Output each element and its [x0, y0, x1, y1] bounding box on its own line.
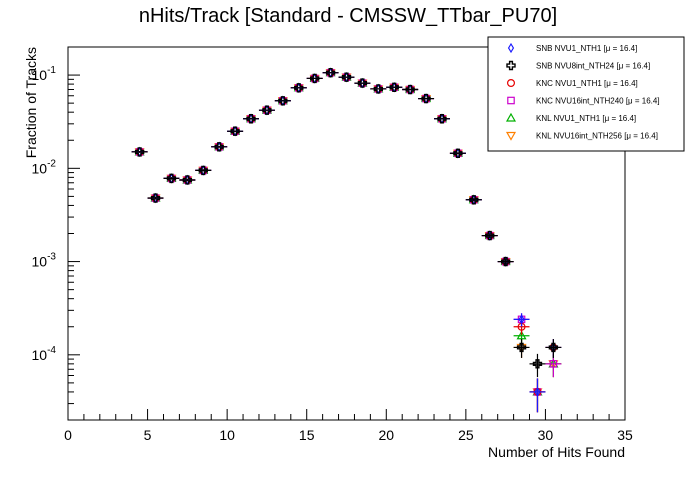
y-tick-exponent: -4 — [47, 345, 56, 356]
y-axis-title: Fraction of Tracks — [23, 47, 39, 158]
chart-title: nHits/Track [Standard - CMSSW_TTbar_PU70… — [139, 5, 557, 27]
marker-cross — [405, 84, 415, 95]
marker-cross — [389, 82, 399, 92]
y-tick-label: 10-3 — [32, 252, 57, 270]
x-tick-label: 5 — [144, 427, 152, 443]
marker-square — [549, 360, 558, 368]
legend-label: KNL NVU1_NTH1 [μ = 16.4] — [536, 114, 636, 123]
marker-diamond — [518, 314, 525, 325]
marker-cross — [278, 96, 288, 106]
marker-triangle-up — [516, 330, 527, 340]
marker-triangle-up — [505, 112, 517, 122]
marker-cross — [182, 175, 193, 185]
legend-label: KNL NVU16int_NTH256 [μ = 16.4] — [536, 132, 658, 141]
marker-cross — [532, 359, 543, 369]
marker-cross — [516, 342, 527, 353]
marker-cross — [357, 78, 368, 88]
legend: SNB NVU1_NTH1 [μ = 16.4] SNB NVU8int_NTH2… — [487, 36, 685, 152]
legend-items: SNB NVU1_NTH1 [μ = 16.4] SNB NVU8int_NTH2… — [505, 42, 660, 141]
y-tick-exponent: -3 — [47, 252, 56, 263]
legend-label: SNB NVU8int_NTH24 [μ = 16.4] — [536, 62, 650, 71]
marker-cross — [150, 193, 161, 203]
marker-cross — [214, 142, 224, 152]
y-tick-exponent: -1 — [47, 65, 56, 76]
legend-label: KNC NVU16int_NTH240 [μ = 16.4] — [536, 97, 660, 106]
marker-cross — [506, 60, 516, 71]
marker-cross — [198, 165, 208, 176]
marker-cross — [548, 342, 559, 353]
marker-cross — [166, 173, 177, 184]
x-tick-label: 30 — [538, 427, 554, 443]
series-1 — [131, 68, 562, 378]
marker-cross — [500, 256, 511, 267]
data-marks — [131, 67, 562, 413]
marker-cross — [309, 73, 320, 84]
marker-circle — [507, 78, 516, 87]
marker-cross — [421, 93, 431, 104]
marker-cross — [437, 114, 447, 124]
x-tick-label: 25 — [458, 427, 474, 443]
marker-diamond — [534, 386, 541, 398]
x-tick-label: 20 — [378, 427, 394, 443]
x-tick-label: 10 — [219, 427, 235, 443]
legend-label: KNC NVU1_NTH1 [μ = 16.4] — [536, 79, 638, 88]
marker-cross — [325, 68, 336, 78]
marker-triangle-down — [505, 131, 517, 141]
marker-cross — [230, 126, 240, 136]
x-tick-label: 15 — [299, 427, 315, 443]
marker-cross — [469, 195, 479, 205]
x-tick-label: 0 — [64, 427, 72, 443]
marker-cross — [453, 148, 463, 158]
marker-cross — [485, 230, 495, 241]
marker-cross — [246, 114, 256, 124]
legend-label: SNB NVU1_NTH1 [μ = 16.4] — [536, 44, 637, 53]
y-tick-label: 10-4 — [32, 345, 57, 363]
y-tick-label: 10-2 — [32, 158, 57, 176]
legend-box — [487, 36, 685, 152]
y-tick-exponent: -2 — [47, 158, 56, 169]
marker-cross — [341, 72, 352, 82]
marker-cross — [262, 105, 272, 115]
x-tick-label: 35 — [617, 427, 633, 443]
marker-cross — [294, 83, 304, 93]
marker-cross — [134, 147, 145, 157]
marker-diamond — [507, 42, 515, 54]
marker-square — [507, 96, 515, 105]
x-axis-title: Number of Hits Found — [488, 444, 625, 460]
marker-cross — [373, 84, 384, 94]
